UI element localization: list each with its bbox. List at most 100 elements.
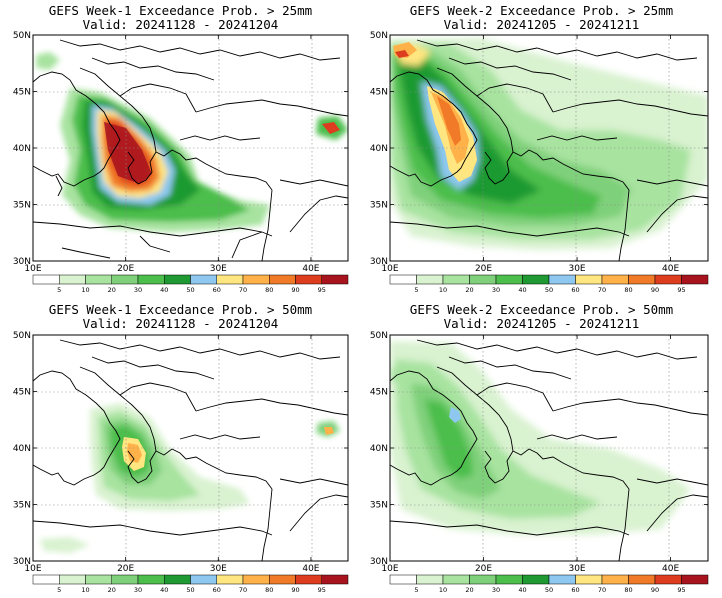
legend-tick-label: 5 <box>57 286 61 294</box>
legend-swatch <box>85 274 112 285</box>
x-axis-labels: 10E 20E 30E 40E <box>24 564 319 574</box>
y-axis-label: 35N <box>13 201 31 211</box>
legend-swatch <box>522 574 550 585</box>
probability-map: 50N 45N 40N 35N 30N 10E 20E 30E 40E 5 10 20 30 40 50… <box>13 331 349 594</box>
axis-ticks <box>32 34 348 262</box>
panel-title: GEFS Week-1 Exceedance Prob. > 50mm <box>48 302 313 317</box>
x-axis-label: 30E <box>210 564 227 574</box>
legend-swatch <box>321 274 349 285</box>
x-axis-label: 40E <box>662 564 679 574</box>
legend-swatch <box>654 574 682 585</box>
probability-shading <box>36 52 348 232</box>
x-axis-label: 40E <box>302 264 319 274</box>
legend-tick-label: 50 <box>186 286 194 294</box>
legend-swatch <box>654 274 682 285</box>
gridlines <box>33 35 348 261</box>
axis-ticks <box>32 334 348 562</box>
panel-valid-dates: Valid: 20241128 - 20241204 <box>82 17 279 32</box>
map-panel-week1-25mm: GEFS Week-1 Exceedance Prob. > 25mm Vali… <box>0 0 361 299</box>
y-axis-label: 50N <box>13 331 31 341</box>
legend-swatch <box>32 274 60 285</box>
legend-swatch <box>442 274 470 285</box>
legend-tick-label: 80 <box>624 286 632 294</box>
coastlines <box>390 39 708 261</box>
panel-valid-dates: Valid: 20241205 - 20241211 <box>443 17 640 32</box>
probability-shading <box>40 403 340 553</box>
legend-swatch <box>137 274 165 285</box>
legend-tick-label: 50 <box>186 586 194 594</box>
legend-tick-label: 50 <box>545 586 553 594</box>
panel-valid-dates: Valid: 20241205 - 20241211 <box>443 316 640 331</box>
x-axis-label: 40E <box>302 564 319 574</box>
legend-tick-label: 5 <box>57 586 61 594</box>
legend-tick-label: 60 <box>213 286 221 294</box>
x-axis-label: 20E <box>475 264 492 274</box>
probability-map: 50N 45N 40N 35N 30N 10E 20E 30E 40E 5 10 20 30 40 50… <box>370 31 709 294</box>
legend-swatch <box>242 274 270 285</box>
legend-swatch <box>575 574 603 585</box>
x-axis-label: 30E <box>568 264 585 274</box>
y-axis-label: 30N <box>370 557 388 567</box>
panel-valid-dates: Valid: 20241128 - 20241204 <box>82 316 279 331</box>
legend-swatch <box>59 574 86 585</box>
map-panel-week2-50mm: GEFS Week-2 Exceedance Prob. > 50mm Vali… <box>361 299 722 598</box>
y-axis-labels: 50N 45N 40N 35N 30N <box>370 331 388 567</box>
y-axis-label: 50N <box>370 31 388 41</box>
legend-tick-label: 60 <box>571 286 579 294</box>
legend-tick-label: 90 <box>291 286 299 294</box>
probability-map: 50N 45N 40N 35N 30N 10E 20E 30E 40E 5 10 20 30 40 50… <box>13 31 349 294</box>
legend-swatch <box>216 574 244 585</box>
probability-shading <box>390 38 708 250</box>
x-axis-label: 10E <box>381 264 398 274</box>
legend-swatch <box>628 574 656 585</box>
x-axis-labels: 10E 20E 30E 40E <box>381 564 679 574</box>
y-axis-label: 45N <box>13 388 31 398</box>
panel-title: GEFS Week-2 Exceedance Prob. > 50mm <box>409 302 674 317</box>
legend-swatch <box>601 274 629 285</box>
y-axis-label: 45N <box>370 88 388 98</box>
legend-tick-label: 10 <box>439 586 447 594</box>
legend-swatch <box>295 574 322 585</box>
legend-tick-label: 30 <box>492 286 500 294</box>
y-axis-label: 30N <box>370 257 388 267</box>
legend-tick-label: 95 <box>318 286 326 294</box>
legend-swatch <box>416 274 444 285</box>
color-legend: 5 10 20 30 40 50 60 70 80 90 95 <box>32 274 349 294</box>
legend-swatch <box>469 274 497 285</box>
y-axis-label: 40N <box>370 444 388 454</box>
legend-tick-label: 30 <box>492 586 500 594</box>
x-axis-label: 10E <box>381 564 398 574</box>
map-panel-week2-25mm: GEFS Week-2 Exceedance Prob. > 25mm Vali… <box>361 0 722 299</box>
legend-tick-label: 40 <box>160 286 168 294</box>
legend-tick-label: 60 <box>213 586 221 594</box>
x-axis-label: 10E <box>24 564 41 574</box>
legend-swatch <box>85 574 112 585</box>
legend-tick-label: 30 <box>134 286 142 294</box>
legend-tick-label: 40 <box>518 286 526 294</box>
legend-tick-label: 95 <box>677 286 685 294</box>
legend-swatch <box>321 574 349 585</box>
legend-swatch <box>164 574 191 585</box>
legend-tick-label: 50 <box>545 286 553 294</box>
coastlines <box>33 339 348 561</box>
legend-tick-label: 20 <box>465 586 473 594</box>
legend-swatch <box>575 274 603 285</box>
legend-tick-label: 5 <box>414 586 418 594</box>
gridlines <box>33 335 348 561</box>
legend-tick-label: 80 <box>265 286 273 294</box>
legend-tick-label: 40 <box>518 586 526 594</box>
legend-swatch <box>389 574 417 585</box>
y-axis-label: 35N <box>370 501 388 511</box>
y-axis-label: 50N <box>370 331 388 341</box>
legend-swatch <box>295 274 322 285</box>
legend-tick-label: 60 <box>571 586 579 594</box>
legend-tick-label: 90 <box>651 586 659 594</box>
y-axis-label: 30N <box>13 257 31 267</box>
panel-title: GEFS Week-2 Exceedance Prob. > 25mm <box>409 3 674 18</box>
legend-tick-label: 10 <box>81 586 89 594</box>
x-axis-label: 10E <box>24 264 41 274</box>
legend-swatch <box>111 274 139 285</box>
legend-swatch <box>111 574 139 585</box>
legend-tick-label: 10 <box>439 286 447 294</box>
legend-tick-label: 70 <box>598 586 606 594</box>
